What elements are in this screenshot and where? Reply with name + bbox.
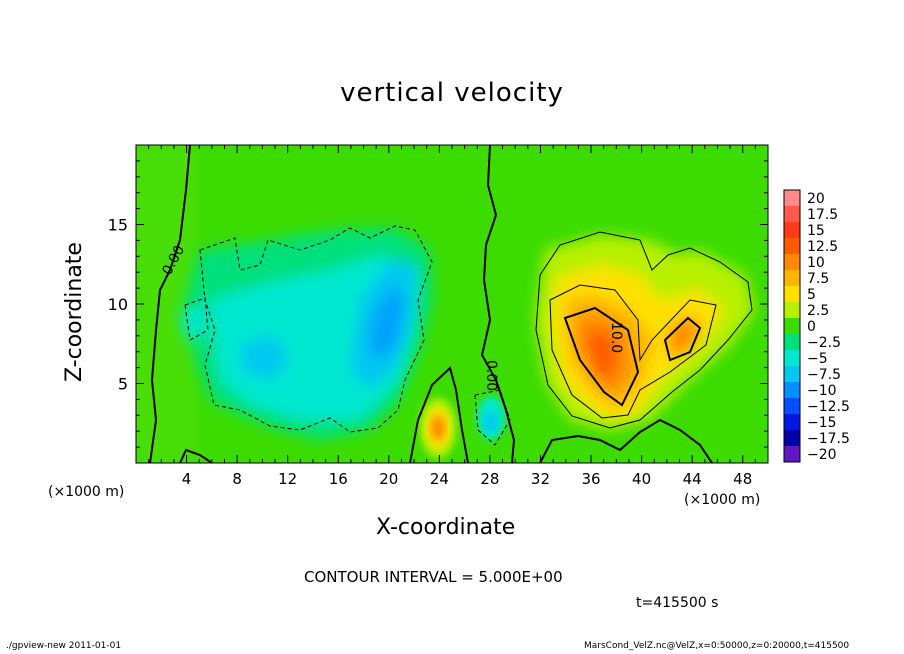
colorbar-swatch (784, 398, 800, 415)
colorbar-label: 0 (807, 319, 816, 335)
x-tick-label: 24 (430, 470, 449, 488)
x-tick-label: 48 (733, 470, 752, 488)
x-tick-label: 44 (683, 470, 702, 488)
colorbar-label: 15 (807, 223, 825, 239)
velocity-field (136, 145, 768, 463)
colorbar-label: −17.5 (807, 431, 850, 447)
colorbar-frame (783, 189, 801, 463)
contour-label: 0.00 (483, 360, 499, 391)
x-tick-label: 20 (379, 470, 398, 488)
colorbar-label: −10 (807, 383, 837, 399)
colorbar-swatch (784, 270, 800, 287)
colorbar-swatch (784, 414, 800, 431)
colorbar-swatch (784, 366, 800, 383)
colorbar-swatch (784, 446, 800, 463)
colorbar-label: 7.5 (807, 271, 829, 287)
y-tick-label: 5 (118, 375, 128, 394)
contour-interval-label: CONTOUR INTERVAL = 5.000E+00 (304, 568, 563, 586)
colorbar-label: 17.5 (807, 207, 838, 223)
footer-left: ./gpview-new 2011-01-01 (6, 641, 122, 651)
colorbar-label: 5 (807, 287, 816, 303)
colorbar-label: −20 (807, 447, 837, 463)
colorbar-label: −5 (807, 351, 828, 367)
colorbar-label: −15 (807, 415, 837, 431)
colorbar-swatch (784, 286, 800, 303)
colorbar-label: 20 (807, 191, 825, 207)
colorbar-swatch (784, 430, 800, 447)
colorbar: 2017.51512.5107.552.50−2.5−5−7.5−10−12.5… (783, 189, 850, 463)
x-tick-label: 16 (329, 470, 348, 488)
x-tick-label: 28 (480, 470, 499, 488)
colorbar-label: 10 (807, 255, 825, 271)
time-label: t=415500 s (636, 595, 719, 611)
contour-label: 10.0 (608, 322, 624, 353)
colorbar-swatch (784, 254, 800, 271)
colorbar-swatch (784, 222, 800, 239)
chart-title: vertical velocity (340, 78, 564, 108)
colorbar-label: 2.5 (807, 303, 829, 319)
colorbar-swatch (784, 190, 800, 207)
x-tick-label: 36 (581, 470, 600, 488)
colorbar-swatch (784, 334, 800, 351)
x-tick-label: 32 (531, 470, 550, 488)
x-tick-label: 4 (182, 470, 192, 488)
colorbar-label: −2.5 (807, 335, 841, 351)
colorbar-swatch (784, 206, 800, 223)
colorbar-label: −7.5 (807, 367, 841, 383)
x-tick-label: 40 (632, 470, 651, 488)
footer-right: MarsCond_VelZ.nc@VelZ,x=0:50000,z=0:2000… (584, 641, 850, 651)
x-unit-label-left: (×1000 m) (48, 484, 125, 500)
colorbar-swatch (784, 302, 800, 319)
colorbar-label: 12.5 (807, 239, 838, 255)
colorbar-swatch (784, 350, 800, 367)
colorbar-label: −12.5 (807, 399, 850, 415)
x-axis-label: X-coordinate (376, 515, 516, 540)
colorbar-swatch (784, 238, 800, 255)
x-unit-label-right: (×1000 m) (684, 492, 761, 508)
y-tick-label: 15 (108, 216, 128, 235)
colorbar-swatch (784, 382, 800, 399)
y-tick-label: 10 (108, 295, 128, 314)
colorbar-swatch (784, 318, 800, 335)
x-tick-label: 12 (278, 470, 297, 488)
x-tick-label: 8 (232, 470, 242, 488)
